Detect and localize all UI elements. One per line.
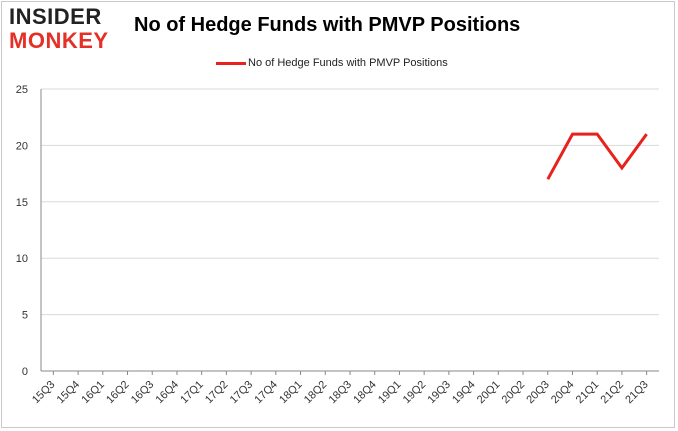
x-tick-label-21Q2: 21Q2: [599, 379, 627, 407]
y-tick-label-25: 25: [16, 84, 28, 96]
logo-line-2: MONKEY: [9, 28, 109, 53]
chart-legend: No of Hedge Funds with PMVP Positions: [216, 56, 448, 70]
x-tick-label-18Q3: 18Q3: [327, 379, 355, 407]
x-tick-label-18Q1: 18Q1: [277, 379, 305, 407]
x-tick-label-20Q2: 20Q2: [500, 379, 528, 407]
x-tick-label-17Q2: 17Q2: [203, 379, 231, 407]
series-line-0: [546, 132, 648, 180]
legend-swatch: [216, 61, 246, 65]
x-tick-label-18Q2: 18Q2: [302, 379, 330, 407]
x-tick-label-20Q3: 20Q3: [524, 379, 552, 407]
logo-line-1: INSIDER: [9, 4, 102, 29]
x-tick-label-17Q1: 17Q1: [178, 379, 206, 407]
x-tick-label-17Q4: 17Q4: [252, 379, 280, 407]
y-tick-label-15: 15: [16, 197, 28, 209]
y-tick-label-5: 5: [22, 310, 28, 322]
x-tick-label-17Q3: 17Q3: [228, 379, 256, 407]
y-tick-label-10: 10: [16, 253, 28, 265]
x-tick-label-21Q3: 21Q3: [623, 379, 651, 407]
y-tick-label-0: 0: [22, 366, 28, 378]
legend-label: No of Hedge Funds with PMVP Positions: [248, 57, 448, 69]
x-tick-label-16Q4: 16Q4: [154, 379, 182, 407]
x-tick-label-19Q1: 19Q1: [376, 379, 404, 407]
x-tick-label-15Q4: 15Q4: [55, 379, 83, 407]
x-tick-label-16Q3: 16Q3: [129, 379, 157, 407]
x-tick-label-20Q1: 20Q1: [475, 379, 503, 407]
x-tick-label-19Q2: 19Q2: [401, 379, 429, 407]
insider-monkey-logo: INSIDER MONKEY: [9, 6, 125, 52]
x-tick-label-19Q3: 19Q3: [425, 379, 453, 407]
y-tick-label-20: 20: [16, 140, 28, 152]
x-tick-label-16Q1: 16Q1: [79, 379, 107, 407]
x-tick-label-18Q4: 18Q4: [351, 379, 379, 407]
x-tick-label-15Q3: 15Q3: [30, 379, 58, 407]
x-tick-label-16Q2: 16Q2: [104, 379, 132, 407]
x-tick-label-21Q1: 21Q1: [574, 379, 602, 407]
x-tick-label-19Q4: 19Q4: [450, 379, 478, 407]
chart-title: No of Hedge Funds with PMVP Positions: [134, 14, 521, 36]
x-tick-label-20Q4: 20Q4: [549, 379, 577, 407]
